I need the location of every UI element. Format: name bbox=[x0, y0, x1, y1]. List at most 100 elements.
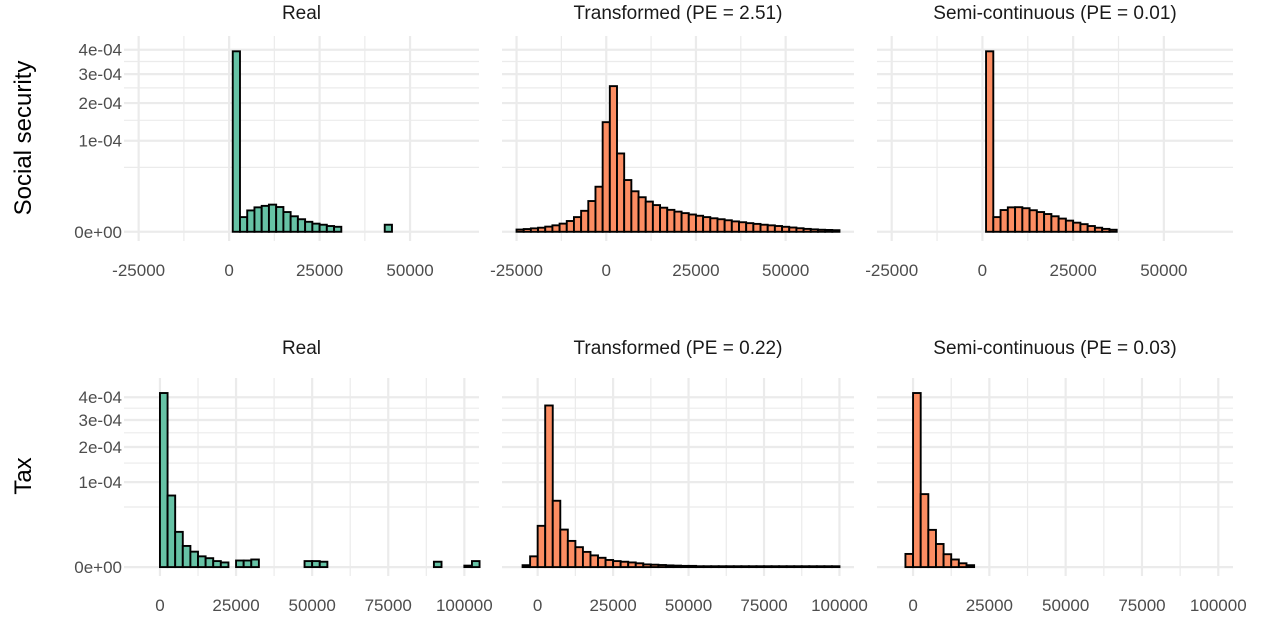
histogram-bar bbox=[800, 565, 811, 569]
histogram-bar bbox=[702, 565, 713, 569]
x-tick-label: -25000 bbox=[112, 261, 165, 280]
histogram-bar bbox=[651, 204, 662, 233]
histogram-bar bbox=[566, 539, 577, 569]
x-tick-label: 50000 bbox=[665, 596, 712, 615]
histogram-bar bbox=[616, 152, 626, 233]
histogram-bar bbox=[597, 556, 607, 569]
histogram-bar bbox=[601, 121, 611, 233]
histogram-bar bbox=[815, 565, 826, 569]
histogram-bar bbox=[717, 565, 728, 569]
x-tick-label: 100000 bbox=[811, 596, 868, 615]
histogram-bar bbox=[253, 206, 263, 233]
histogram-bar bbox=[311, 560, 321, 569]
x-tick-label: 25000 bbox=[1050, 261, 1097, 280]
panel-title: Real bbox=[282, 338, 321, 359]
histogram-bar bbox=[694, 214, 705, 233]
histogram-bar bbox=[235, 559, 245, 569]
histogram-bar bbox=[432, 560, 443, 569]
histogram-bar bbox=[304, 220, 314, 233]
histogram-bar bbox=[1108, 228, 1118, 233]
x-tick-label: 25000 bbox=[589, 596, 636, 615]
histogram-bar bbox=[788, 226, 798, 233]
histogram-bar bbox=[673, 210, 683, 233]
histogram-bar bbox=[1043, 213, 1053, 233]
histogram-bar bbox=[574, 546, 584, 569]
histogram-bar bbox=[296, 218, 307, 233]
histogram-bar bbox=[515, 228, 525, 233]
histogram-bar bbox=[318, 560, 329, 569]
x-tick-label: 0 bbox=[978, 261, 987, 280]
histogram-bar bbox=[795, 227, 805, 233]
histogram-bar bbox=[830, 565, 841, 569]
histogram-bar bbox=[919, 493, 930, 569]
histogram-bar bbox=[824, 229, 834, 233]
histogram-bar bbox=[318, 223, 328, 233]
x-tick-label: 50000 bbox=[762, 261, 809, 280]
y-tick-label: 4e-04 bbox=[79, 388, 122, 407]
histogram-bar bbox=[311, 222, 321, 233]
histogram-bar bbox=[197, 555, 207, 569]
histogram-bar bbox=[634, 562, 645, 569]
histogram-bar bbox=[781, 225, 791, 233]
histogram-bar bbox=[687, 564, 698, 569]
histogram-bar bbox=[551, 224, 561, 233]
histogram-bar bbox=[275, 206, 285, 233]
histogram-bar bbox=[246, 209, 256, 233]
histogram-bar bbox=[927, 528, 937, 569]
histogram-bar bbox=[239, 216, 249, 233]
x-tick-label: 0 bbox=[224, 261, 233, 280]
x-tick-label: 25000 bbox=[966, 596, 1013, 615]
histogram-bar bbox=[965, 564, 976, 569]
x-tick-label: 25000 bbox=[212, 596, 259, 615]
panel-title: Real bbox=[282, 3, 321, 24]
row-label: Social security bbox=[10, 61, 37, 216]
x-tick-label: 75000 bbox=[740, 596, 787, 615]
histogram-bar bbox=[745, 222, 755, 233]
histogram-bar bbox=[831, 229, 841, 233]
histogram-bar bbox=[529, 555, 539, 569]
y-tick-label: 4e-04 bbox=[79, 41, 122, 60]
histogram-bar bbox=[559, 528, 569, 569]
panel-5: Transformed (PE = 0.22) 0 25000 50000 75000 1… bbox=[502, 338, 868, 615]
histogram-bar bbox=[159, 392, 169, 569]
x-tick-label: -25000 bbox=[490, 261, 543, 280]
y-tick-label: 0e+00 bbox=[74, 223, 122, 242]
histogram-bar bbox=[1028, 209, 1038, 233]
panel-4: Real 0 25000 50000 75000 100000 0e+00 1e-04 2e-0… bbox=[10, 338, 493, 615]
histogram-bar bbox=[637, 196, 647, 233]
histogram-bar bbox=[657, 564, 667, 569]
histogram-bar bbox=[740, 565, 750, 569]
histogram-bar bbox=[709, 217, 719, 233]
histogram-bar bbox=[702, 216, 712, 233]
histogram-bar bbox=[725, 565, 735, 569]
histogram-bar bbox=[942, 553, 953, 569]
histogram-bar bbox=[1014, 206, 1024, 233]
histogram-bar bbox=[587, 200, 597, 233]
histogram-bar bbox=[522, 228, 532, 233]
histogram-bar bbox=[604, 559, 615, 569]
histogram-bar bbox=[1079, 223, 1089, 233]
histogram-bar bbox=[544, 404, 554, 569]
x-tick-label: -25000 bbox=[865, 261, 918, 280]
histogram-bar bbox=[219, 561, 230, 569]
histogram-bar bbox=[551, 499, 562, 569]
histogram-bar bbox=[565, 220, 575, 233]
histogram-bar bbox=[695, 565, 705, 569]
x-tick-label: 100000 bbox=[436, 596, 493, 615]
histogram-bar bbox=[747, 565, 758, 569]
x-tick-label: 100000 bbox=[1190, 596, 1247, 615]
panel-title: Semi-continuous (PE = 0.03) bbox=[933, 338, 1176, 359]
histogram-bar bbox=[471, 560, 481, 569]
histogram-bar bbox=[985, 50, 995, 233]
histogram-bar bbox=[755, 565, 765, 569]
histogram-bar bbox=[1072, 221, 1082, 233]
histogram-bar bbox=[793, 565, 803, 569]
panel-1: Real -25000 0 25000 50000 0e+00 1e-04 2e-04 3e-0… bbox=[10, 3, 479, 280]
histogram-bar bbox=[289, 215, 299, 233]
histogram-bar bbox=[333, 225, 343, 233]
panel-title: Transformed (PE = 2.51) bbox=[574, 3, 783, 24]
histogram-bar bbox=[816, 228, 827, 233]
histogram-bar bbox=[752, 222, 762, 233]
histogram-bar bbox=[1093, 226, 1104, 233]
